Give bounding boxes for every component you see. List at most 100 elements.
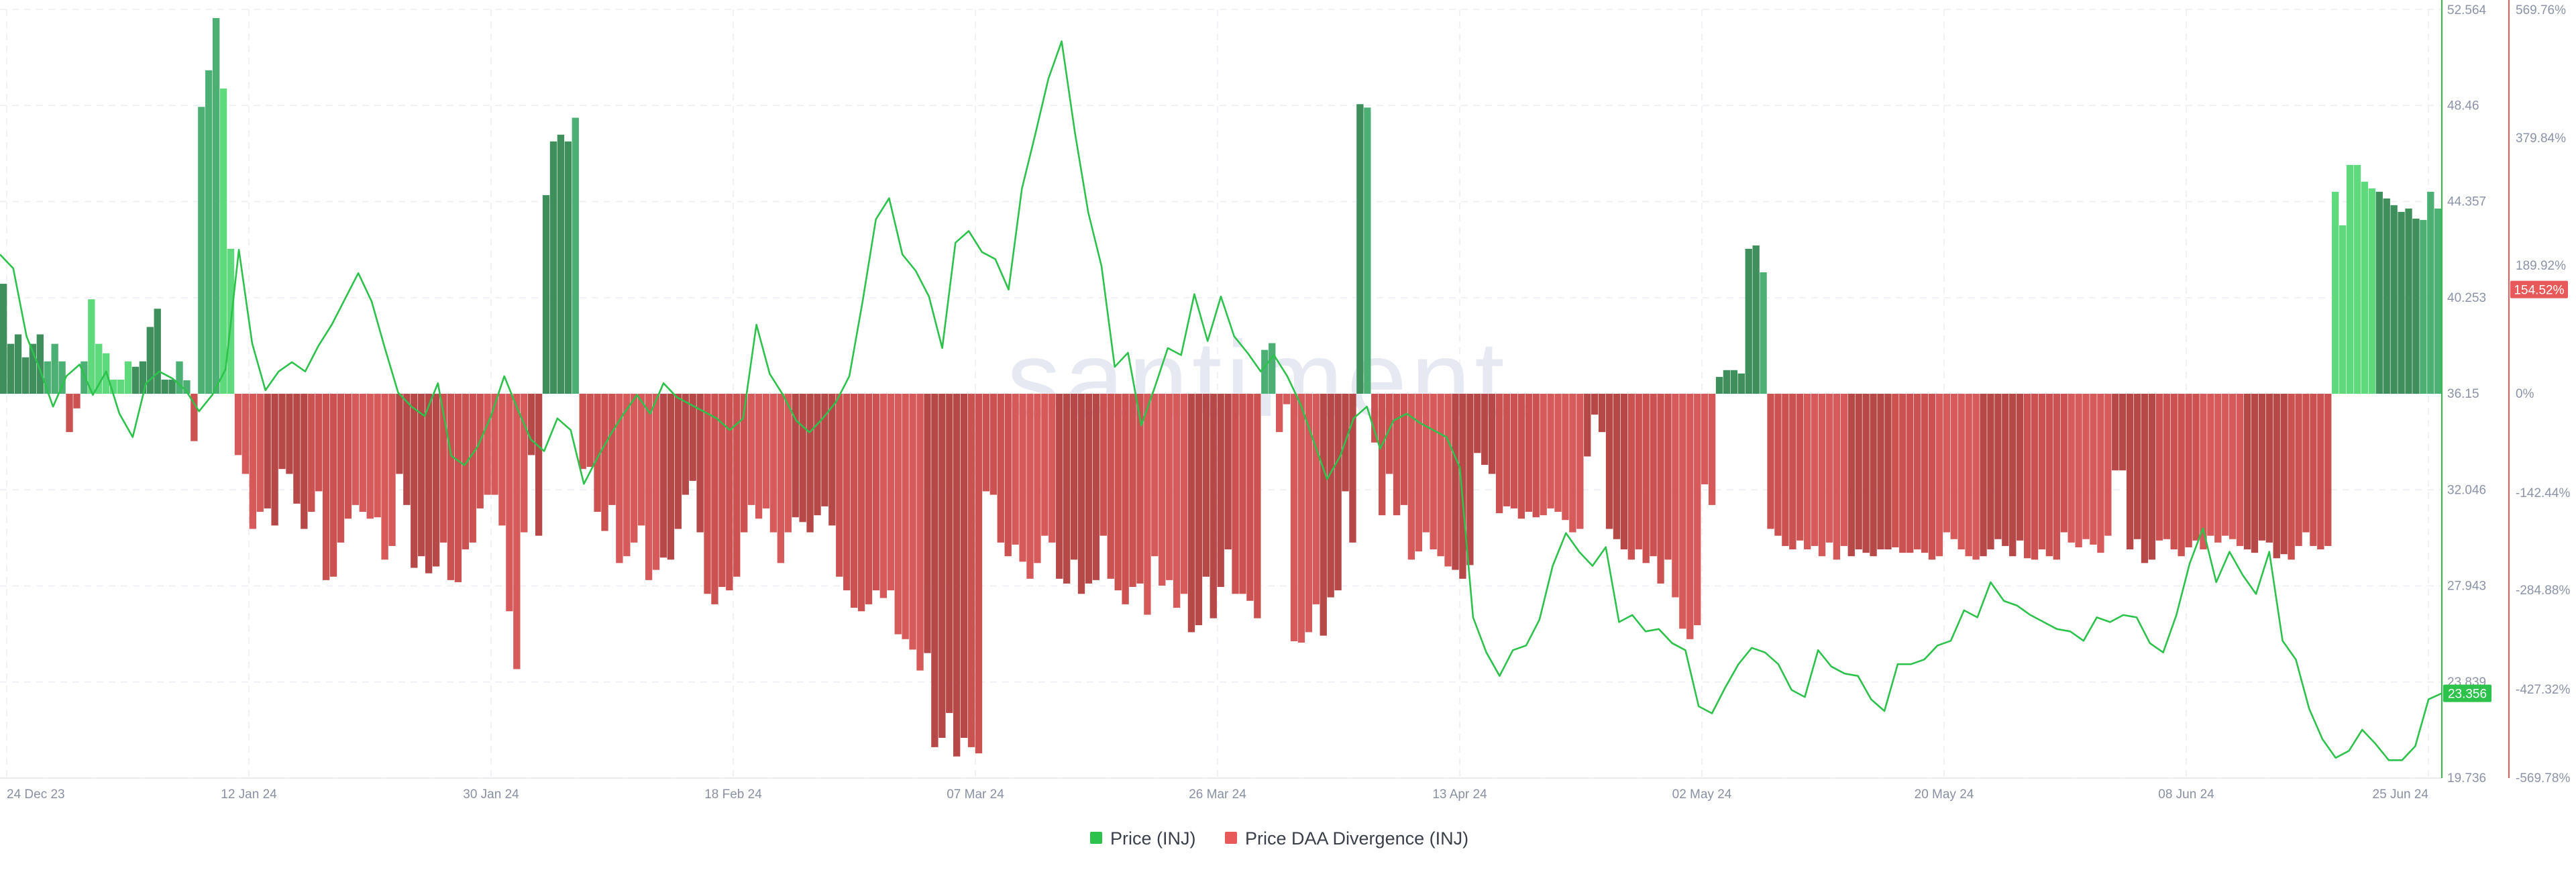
divergence-bar [58, 361, 66, 394]
divergence-badge-value: 154.52% [2514, 284, 2564, 298]
price-tick-label: 27.943 [2447, 580, 2486, 594]
divergence-bar [2383, 198, 2390, 394]
divergence-bar [1664, 394, 1672, 560]
divergence-bar [1965, 394, 1972, 557]
divergence-bar [1246, 394, 1254, 601]
divergence-bar [850, 394, 858, 608]
axes [0, 0, 2510, 779]
divergence-bar [608, 394, 616, 505]
divergence-bar [513, 394, 521, 669]
divergence-bar [902, 394, 909, 639]
divergence-bar [814, 394, 821, 516]
divergence-bar [1415, 394, 1422, 552]
divergence-bar [469, 394, 476, 543]
divergence-bar [168, 379, 176, 394]
divergence-bar [322, 394, 330, 580]
divergence-bar [2273, 394, 2280, 559]
divergence-bar [1752, 245, 1760, 394]
divergence-bar [1334, 394, 1342, 591]
divergence-bar [1385, 394, 1393, 474]
divergence-bar [2265, 394, 2273, 543]
divergence-bar [2405, 208, 2412, 394]
divergence-bar [579, 394, 586, 470]
divergence-bar [1686, 394, 1694, 639]
divergence-bar [1077, 394, 1085, 594]
divergence-bar [2185, 394, 2192, 547]
divergence-bar [1026, 394, 1034, 579]
divergence-bar [1503, 394, 1511, 506]
divergence-bar [924, 394, 931, 653]
divergence-bar [0, 284, 7, 394]
divergence-bar [769, 394, 777, 533]
divergence-bar [439, 394, 447, 543]
legend-item-price[interactable]: Price (INJ) [1090, 828, 1196, 849]
x-tick-label: 07 Mar 24 [947, 787, 1004, 802]
divergence-bar [1452, 394, 1459, 570]
divergence-bar [154, 309, 161, 394]
divergence-bar [1422, 394, 1430, 533]
divergence-bar [219, 89, 227, 394]
divergence-bar [139, 361, 147, 394]
divergence-bar [997, 394, 1004, 543]
divergence-bar [29, 343, 37, 394]
divergence-bar [879, 394, 888, 598]
divergence-bar [1217, 394, 1224, 588]
divergence-bar [1540, 394, 1547, 516]
divergence-bar [1870, 394, 1877, 557]
divergence-bar [623, 394, 631, 557]
divergence-bar [366, 394, 374, 519]
divergence-bar [2222, 394, 2229, 536]
divergence-bar [1114, 394, 1122, 591]
divergence-bar [1070, 394, 1078, 560]
divergence-bar [2280, 394, 2288, 555]
divergence-bar [982, 394, 990, 492]
divergence-bar [454, 394, 462, 582]
divergence-bar [1782, 394, 1789, 546]
divergence-bar [403, 394, 411, 505]
divergence-bar [1349, 394, 1356, 543]
divergence-bar [146, 327, 154, 394]
divergence-bars [0, 17, 2442, 757]
x-axis-ticks: 24 Dec 23 12 Jan 24 30 Jan 24 18 Feb 24 07 M… [7, 787, 2428, 802]
divergence-bar [1085, 394, 1093, 584]
divergence-bar [491, 394, 498, 495]
divergence-bar [1004, 394, 1012, 557]
x-tick-label: 26 Mar 24 [1189, 787, 1246, 802]
divergence-bar [1730, 370, 1738, 394]
divergence-bar [1312, 394, 1320, 604]
divergence-bar [95, 343, 103, 394]
divergence-bar [674, 394, 682, 529]
divergence-bar [1012, 394, 1019, 545]
divergence-bar [2038, 394, 2046, 550]
divergence-bar [887, 394, 894, 591]
price-tick-label: 36.15 [2447, 387, 2479, 401]
divergence-bar [14, 334, 22, 394]
divergence-bar [1804, 394, 1811, 550]
divergence-bar [652, 394, 660, 570]
divergence-bar [1517, 394, 1525, 519]
divergence-bar [131, 366, 140, 394]
divergence-bar [1173, 394, 1181, 608]
divergence-bar [521, 394, 528, 533]
divergence-bar [308, 394, 315, 512]
divergence-bar [1818, 394, 1826, 557]
divergence-bar [51, 343, 58, 394]
divergence-tick-label: 0% [2516, 387, 2534, 401]
divergence-bar [549, 141, 557, 394]
legend-item-divergence[interactable]: Price DAA Divergence (INJ) [1225, 828, 1468, 849]
divergence-bar [1239, 394, 1246, 594]
divergence-bar [733, 394, 741, 577]
divergence-bar [1994, 394, 2002, 539]
divergence-bar [2192, 394, 2200, 541]
divergence-bar [989, 394, 998, 495]
divergence-bar [1400, 394, 1408, 505]
divergence-bar [682, 394, 689, 495]
divergence-bar [2353, 164, 2361, 394]
divergence-bar [1356, 104, 1364, 394]
divergence-bar [1444, 394, 1452, 567]
legend-label-price: Price (INJ) [1110, 828, 1196, 849]
price-tick-label: 48.46 [2447, 99, 2479, 113]
divergence-bar [2133, 394, 2141, 539]
divergence-bar [857, 394, 865, 612]
divergence-bar [938, 394, 946, 738]
